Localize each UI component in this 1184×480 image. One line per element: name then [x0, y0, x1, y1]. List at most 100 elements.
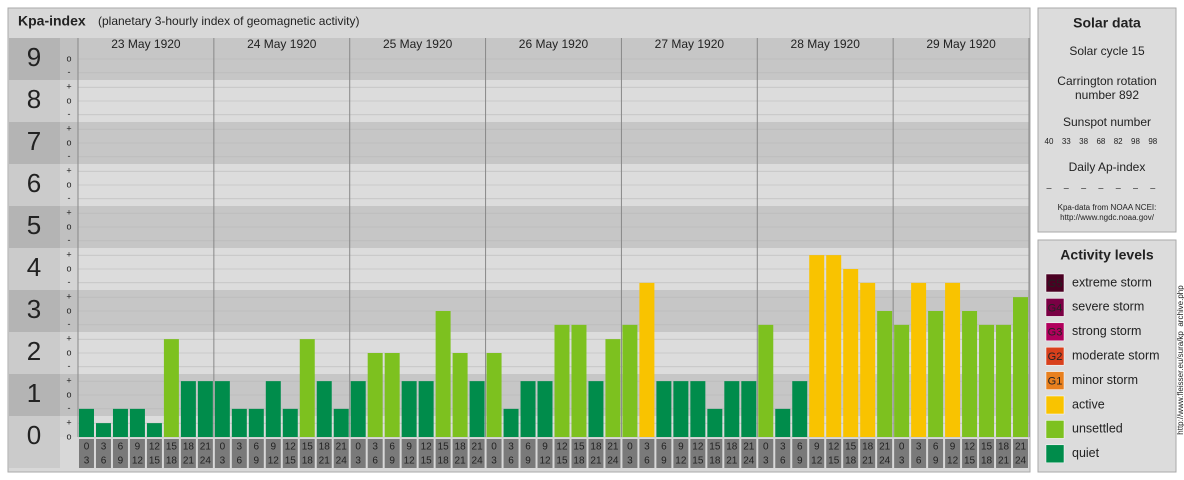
activity-title: Activity levels [1060, 247, 1154, 263]
ap-value: – [1064, 182, 1069, 192]
day-label: 26 May 1920 [519, 37, 589, 51]
hour-label: 21 [862, 456, 874, 467]
bar [554, 324, 570, 437]
hour-cell [197, 439, 213, 468]
hour-label: 9 [661, 456, 667, 467]
hour-label: 9 [406, 442, 412, 453]
y-tick-label: 8 [27, 84, 41, 114]
hour-cell [826, 439, 842, 468]
ap-value: – [1150, 182, 1155, 192]
hour-label: 18 [998, 442, 1010, 453]
hour-label: 24 [1015, 456, 1027, 467]
hour-label: 9 [135, 442, 141, 453]
hour-label: 15 [828, 456, 840, 467]
bar [503, 408, 519, 437]
hour-cell [299, 439, 315, 468]
hour-cell [843, 439, 859, 468]
hour-label: 24 [879, 456, 891, 467]
bar [792, 381, 808, 437]
tick-cell [9, 164, 60, 206]
bar [469, 381, 485, 437]
bar [673, 381, 689, 437]
hour-cell [724, 439, 740, 468]
hour-label: 15 [964, 456, 976, 467]
hour-label: 21 [726, 456, 738, 467]
minor-tick-label: + [66, 334, 71, 344]
level-swatch [1045, 395, 1065, 415]
minor-tick-label: + [66, 208, 71, 218]
minor-tick-label: o [66, 221, 71, 231]
sunspot-number: 82 [1114, 137, 1123, 146]
hour-label: 18 [981, 456, 993, 467]
hour-label: 6 [389, 442, 395, 453]
hour-label: 9 [118, 456, 124, 467]
hour-cell [486, 439, 502, 468]
minor-tick-label: + [66, 82, 71, 92]
minor-tick-label: o [66, 431, 71, 441]
hour-label: 12 [675, 456, 687, 467]
hour-cell [588, 439, 604, 468]
hour-label: 21 [472, 442, 484, 453]
level-badge: G3 [1048, 327, 1063, 339]
hour-label: 6 [101, 456, 107, 467]
level-badge: G1 [1048, 376, 1063, 388]
hour-label: 6 [933, 442, 939, 453]
hour-label: 3 [916, 442, 922, 453]
tick-cell [9, 206, 60, 248]
bar [333, 408, 349, 437]
minor-tick-label: - [68, 67, 71, 77]
hour-label: 18 [573, 456, 585, 467]
level-label: severe storm [1072, 300, 1144, 314]
hour-cell [860, 439, 876, 468]
bar [605, 339, 621, 437]
bar [316, 381, 332, 437]
hour-cell [452, 439, 468, 468]
hour-label: 6 [237, 456, 243, 467]
hour-cell [163, 439, 179, 468]
hour-label: 15 [845, 442, 857, 453]
level-swatch [1045, 371, 1065, 390]
hour-cell [775, 439, 791, 468]
ap-value: – [1098, 182, 1103, 192]
level-label: active [1072, 397, 1105, 411]
hour-cell [503, 439, 519, 468]
hour-label: 9 [814, 442, 820, 453]
hour-cell [911, 439, 927, 468]
bar [809, 255, 825, 437]
ap-value: – [1046, 182, 1051, 192]
bar [996, 324, 1012, 437]
hour-label: 12 [421, 442, 433, 453]
bar [979, 324, 995, 437]
hour-cell [401, 439, 417, 468]
hour-label: 18 [438, 456, 450, 467]
hour-label: 21 [1015, 442, 1027, 453]
hour-cell [265, 439, 281, 468]
hour-cell [945, 439, 961, 468]
bar [197, 381, 213, 437]
bar [180, 381, 196, 437]
sunspot-number: 38 [1079, 137, 1088, 146]
bar [639, 282, 655, 437]
sunspot-title: Sunspot number [1063, 115, 1151, 129]
hour-label: 21 [879, 442, 891, 453]
level-label: unsettled [1072, 422, 1123, 436]
hour-cell [95, 439, 111, 468]
hour-label: 0 [763, 442, 769, 453]
hour-label: 24 [607, 456, 619, 467]
level-swatch [1045, 298, 1065, 317]
tick-cell [9, 80, 60, 122]
minor-cell [60, 416, 78, 437]
level-swatch [1045, 273, 1065, 293]
hour-cell [571, 439, 587, 468]
hour-cell [384, 439, 400, 468]
hour-cell [639, 439, 655, 468]
hour-label: 21 [336, 442, 348, 453]
hour-label: 3 [237, 442, 243, 453]
minor-cell [60, 164, 78, 206]
hour-label: 24 [743, 456, 755, 467]
hour-label: 15 [692, 456, 704, 467]
y-tick-label: 9 [27, 42, 41, 72]
day-label: 23 May 1920 [111, 37, 181, 51]
hour-cell [367, 439, 383, 468]
minor-tick-label: o [66, 389, 71, 399]
